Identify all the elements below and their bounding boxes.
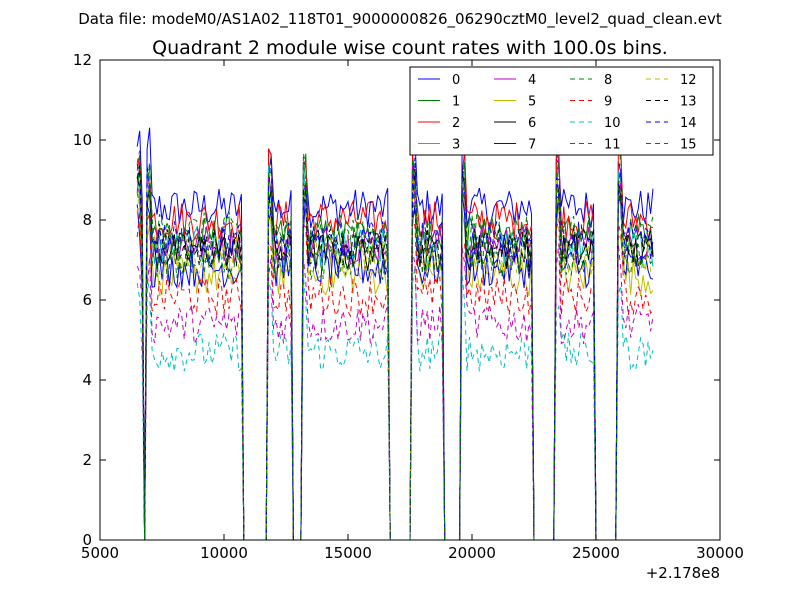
series-line-2 [136, 147, 654, 540]
legend-label-5: 5 [528, 95, 536, 110]
series-group [136, 127, 654, 540]
y-tick-label: 8 [82, 211, 92, 229]
legend-label-4: 4 [528, 73, 536, 88]
legend-label-2: 2 [452, 116, 460, 131]
legend-label-13: 13 [680, 95, 697, 110]
chart-title: Quadrant 2 module wise count rates with … [152, 37, 668, 59]
legend-box [409, 66, 714, 156]
legend-label-12: 12 [680, 73, 697, 88]
series-line-8 [136, 146, 654, 540]
y-tick-label: 10 [73, 131, 92, 149]
x-tick-label: 25000 [572, 544, 620, 562]
y-tick-label: 12 [73, 51, 92, 69]
series-line-13 [136, 165, 654, 540]
series-line-7 [136, 187, 654, 540]
series-line-10 [136, 266, 654, 540]
legend-label-3: 3 [452, 138, 460, 153]
x-tick-label: 15000 [324, 544, 372, 562]
legend-label-0: 0 [452, 73, 460, 88]
x-tick-label: 10000 [200, 544, 248, 562]
x-offset-label: +2.178e8 [646, 564, 720, 582]
legend-label-15: 15 [680, 138, 697, 153]
legend-label-11: 11 [604, 138, 621, 153]
legend-label-6: 6 [528, 116, 536, 131]
series-line-11 [136, 243, 654, 540]
y-tick-label: 2 [82, 451, 92, 469]
series-line-3 [136, 164, 654, 540]
legend-label-9: 9 [604, 95, 612, 110]
series-line-0 [136, 127, 654, 540]
series-line-4 [136, 157, 654, 540]
x-tick-label: 30000 [696, 544, 744, 562]
x-tick-label: 20000 [448, 544, 496, 562]
legend-label-8: 8 [604, 73, 612, 88]
y-tick-label: 6 [82, 291, 92, 309]
legend-label-14: 14 [680, 116, 697, 131]
y-tick-label: 4 [82, 371, 92, 389]
series-line-6 [136, 169, 654, 540]
legend-label-10: 10 [604, 116, 621, 131]
series-line-9 [136, 211, 654, 540]
legend-label-1: 1 [452, 95, 460, 110]
x-tick-label: 5000 [81, 544, 119, 562]
legend-label-7: 7 [528, 138, 536, 153]
data-file-caption: Data file: modeM0/AS1A02_118T01_90000008… [78, 10, 722, 29]
y-tick-label: 0 [82, 531, 92, 549]
